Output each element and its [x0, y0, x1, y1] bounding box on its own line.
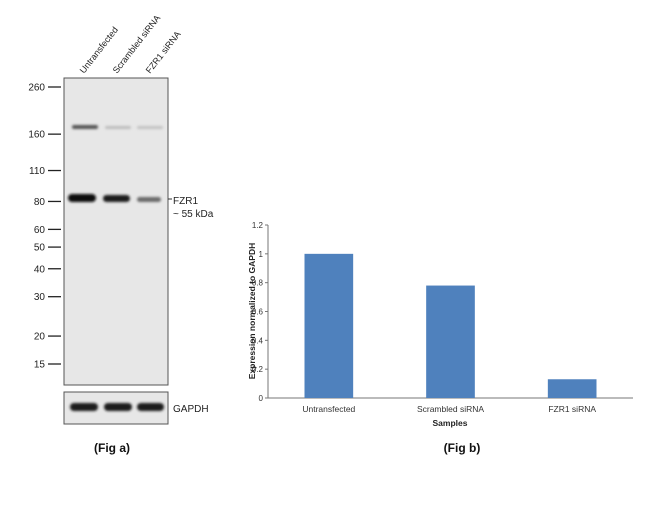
- band-110-lane1: [72, 125, 98, 129]
- y-tick-label: 0.4: [252, 336, 264, 345]
- western-blot: Untransfected Scrambled siRNA FZR1 siRNA…: [28, 13, 213, 455]
- marker-label-110: 110: [29, 166, 45, 177]
- x-ticks: Untransfected Scrambled siRNA FZR1 siRNA: [302, 404, 596, 414]
- bars: [304, 253, 597, 398]
- gapdh-label: GAPDH: [173, 404, 209, 415]
- fzr1-size-label: ~ 55 kDa: [173, 209, 214, 220]
- band-gapdh-lane2: [104, 403, 132, 411]
- marker-label-20: 20: [34, 332, 46, 343]
- band-110-lane2: [105, 126, 131, 129]
- main-blot-membrane: [63, 77, 169, 386]
- x-tick-label: FZR1 siRNA: [548, 404, 596, 414]
- y-tick-label: 0.6: [252, 308, 264, 317]
- bar-scrambled-sirna: [426, 285, 475, 398]
- fzr1-label: FZR1: [173, 196, 198, 207]
- marker-label-40: 40: [34, 264, 46, 275]
- x-tick-label: Untransfected: [302, 404, 355, 414]
- bar-untransfected: [304, 253, 354, 398]
- bar-chart: 0 0.2 0.4 0.6 0.8 1 1.2 Untransfected Scrambled…: [247, 221, 633, 455]
- y-ticks: 0 0.2 0.4 0.6 0.8 1 1.2: [252, 221, 268, 403]
- marker-label-50: 50: [34, 243, 46, 254]
- y-tick-label: 1: [259, 250, 264, 259]
- band-fzr1-lane3: [137, 197, 161, 202]
- band-fzr1-lane2: [103, 195, 130, 202]
- y-tick-label: 1.2: [252, 221, 264, 230]
- marker-label-30: 30: [34, 292, 46, 303]
- band-gapdh-lane1: [70, 403, 98, 411]
- y-tick-label: 0.8: [252, 279, 264, 288]
- x-tick-label: Scrambled siRNA: [417, 404, 484, 414]
- band-gapdh-lane3: [137, 403, 164, 411]
- marker-label-80: 80: [34, 197, 46, 208]
- y-tick-label: 0: [259, 394, 264, 403]
- band-110-lane3: [137, 126, 163, 129]
- bar-fzr1-sirna: [547, 379, 597, 398]
- marker-ladder: 260 160 110 80 60 50 40 30 20 15: [28, 83, 61, 371]
- y-tick-label: 0.2: [252, 365, 264, 374]
- marker-label-15: 15: [34, 360, 46, 371]
- marker-label-60: 60: [34, 225, 46, 236]
- marker-label-260: 260: [28, 83, 45, 94]
- fig-a-caption: (Fig a): [94, 441, 130, 455]
- y-axis-label: Expression normalized to GAPDH: [247, 243, 257, 380]
- marker-label-160: 160: [28, 130, 45, 141]
- lane-label-3: FZR1 siRNA: [144, 29, 183, 75]
- fig-b-caption: (Fig b): [444, 441, 481, 455]
- band-fzr1-lane1: [68, 194, 96, 202]
- x-axis-label: Samples: [433, 418, 468, 428]
